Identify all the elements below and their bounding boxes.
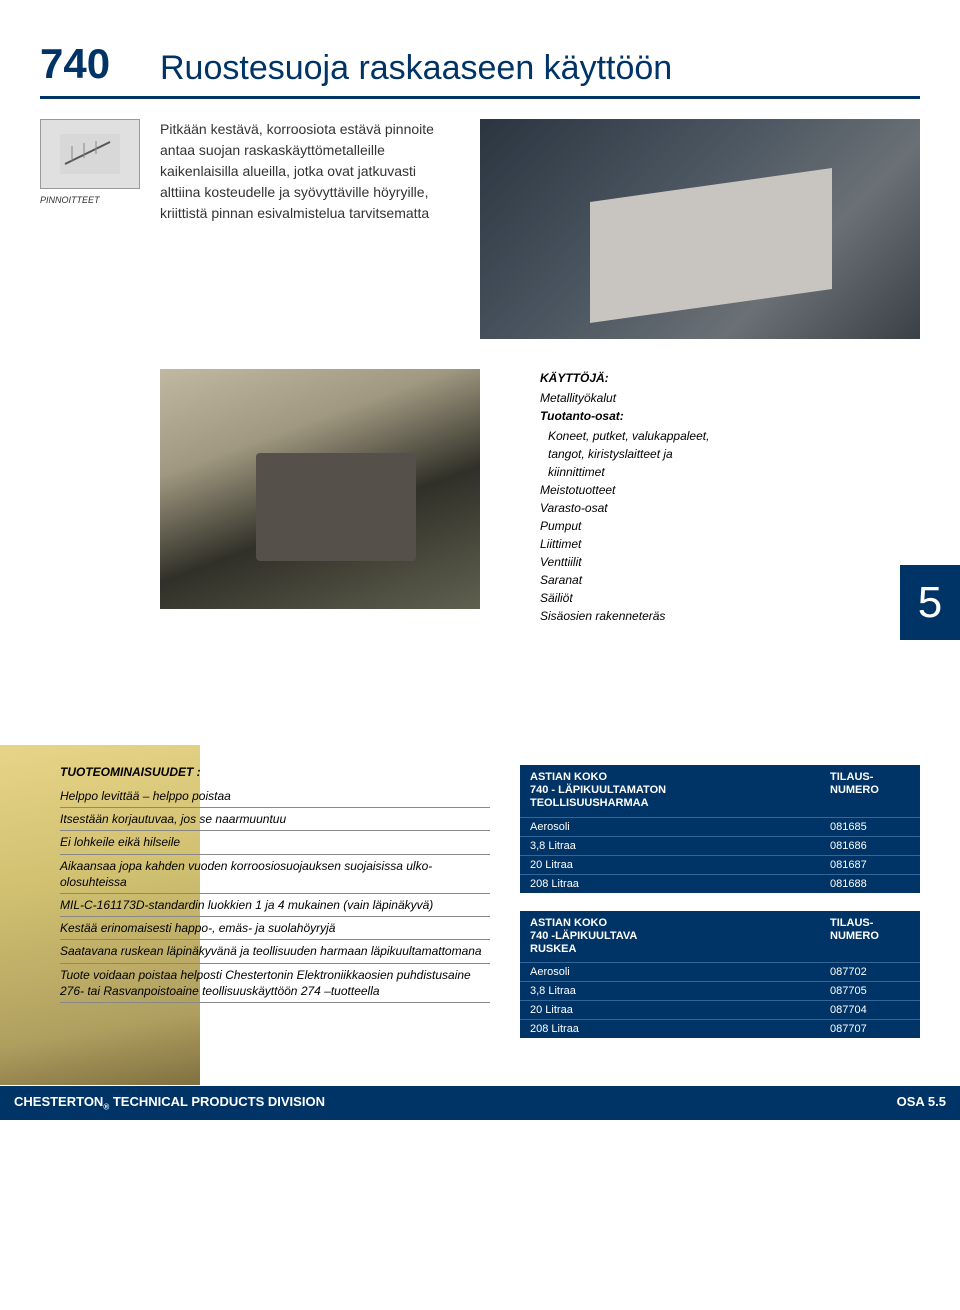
usage-item: Sisäosien rakenneteräs (540, 607, 709, 625)
hero-image (480, 119, 920, 339)
th-label: ASTIAN KOKO (530, 771, 607, 783)
feature-item: Ei lohkeile eikä hilseile (60, 831, 490, 854)
thumbnail-image (40, 119, 140, 189)
th-label: NUMERO (830, 930, 879, 942)
usage-heading: KÄYTTÖJÄ: (540, 369, 709, 387)
table-row: 208 Litraa081688 (520, 874, 920, 893)
feature-item: Tuote voidaan poistaa helposti Chesterto… (60, 964, 490, 1003)
footer-brand: CHESTERTON (14, 1094, 103, 1109)
usage-item: Säiliöt (540, 589, 709, 607)
size-table-1: ASTIAN KOKO 740 - LÄPIKUULTAMATON TEOLLI… (520, 765, 920, 893)
table-header: ASTIAN KOKO 740 - LÄPIKUULTAMATON TEOLLI… (520, 765, 920, 817)
table-row: 208 Litraa087707 (520, 1019, 920, 1038)
features-heading: TUOTEOMINAISUUDET : (60, 765, 490, 779)
usage-line: Metallityökalut (540, 389, 709, 407)
footer-left: CHESTERTON® TECHNICAL PRODUCTS DIVISION (14, 1094, 325, 1112)
usage-sub: tangot, kiristyslaitteet ja (540, 445, 709, 463)
middle-image (160, 369, 480, 609)
section-tab: 5 (900, 565, 960, 640)
header-row: 740 Ruostesuoja raskaaseen käyttöön (40, 40, 920, 99)
th-label: 740 -LÄPIKUULTAVA (530, 930, 637, 942)
cell-size: 3,8 Litraa (530, 840, 830, 852)
bottom-block: TUOTEOMINAISUUDET : Helppo levittää – he… (40, 765, 920, 1056)
footer-right: OSA 5.5 (897, 1094, 946, 1112)
table-header: ASTIAN KOKO 740 -LÄPIKUULTAVA RUSKEA TIL… (520, 911, 920, 963)
usage-item: Liittimet (540, 535, 709, 553)
top-block: PINNOITTEET Pitkään kestävä, korroosiota… (40, 119, 920, 339)
usage-sub: kiinnittimet (540, 463, 709, 481)
table-row: Aerosoli081685 (520, 817, 920, 836)
usage-item: Venttiilit (540, 553, 709, 571)
cell-size: 20 Litraa (530, 1004, 830, 1016)
th-label: TILAUS- (830, 771, 873, 783)
th-label: NUMERO (830, 784, 879, 796)
cell-num: 081687 (830, 859, 910, 871)
feature-item: Saatavana ruskean läpinäkyvänä ja teolli… (60, 940, 490, 963)
footer-division: TECHNICAL PRODUCTS DIVISION (109, 1094, 325, 1109)
description-text: Pitkään kestävä, korroosiota estävä pinn… (160, 119, 460, 339)
size-table-2: ASTIAN KOKO 740 -LÄPIKUULTAVA RUSKEA TIL… (520, 911, 920, 1039)
usage-subheading: Tuotanto-osat: (540, 407, 709, 425)
usage-sub: Koneet, putket, valukappaleet, (540, 427, 709, 445)
th-label: 740 - LÄPIKUULTAMATON (530, 784, 666, 796)
usage-item: Meistotuotteet (540, 481, 709, 499)
cell-num: 087702 (830, 966, 910, 978)
th-label: ASTIAN KOKO (530, 917, 607, 929)
table-row: 3,8 Litraa087705 (520, 981, 920, 1000)
cell-num: 081686 (830, 840, 910, 852)
cell-num: 081688 (830, 878, 910, 890)
product-title: Ruostesuoja raskaaseen käyttöön (160, 49, 920, 88)
cell-size: Aerosoli (530, 966, 830, 978)
cell-num: 081685 (830, 821, 910, 833)
th-label: TEOLLISUUSHARMAA (530, 797, 649, 809)
table-row: 20 Litraa081687 (520, 855, 920, 874)
feature-item: Aikaansaa jopa kahden vuoden korroosiosu… (60, 855, 490, 894)
cell-size: 20 Litraa (530, 859, 830, 871)
th-label: RUSKEA (530, 943, 576, 955)
cell-num: 087704 (830, 1004, 910, 1016)
footer-bar: CHESTERTON® TECHNICAL PRODUCTS DIVISION … (0, 1086, 960, 1120)
usage-item: Saranat (540, 571, 709, 589)
middle-block: KÄYTTÖJÄ: Metallityökalut Tuotanto-osat:… (40, 369, 920, 625)
feature-item: Helppo levittää – helppo poistaa (60, 785, 490, 808)
feature-item: Itsestään korjautuvaa, jos se naarmuuntu… (60, 808, 490, 831)
tables-column: ASTIAN KOKO 740 - LÄPIKUULTAMATON TEOLLI… (520, 765, 920, 1056)
th-label: TILAUS- (830, 917, 873, 929)
thumbnail-label: PINNOITTEET (40, 195, 140, 205)
table-row: Aerosoli087702 (520, 962, 920, 981)
cell-size: 3,8 Litraa (530, 985, 830, 997)
usage-item: Pumput (540, 517, 709, 535)
table-row: 20 Litraa087704 (520, 1000, 920, 1019)
usage-item: Varasto-osat (540, 499, 709, 517)
cell-size: Aerosoli (530, 821, 830, 833)
usage-column: KÄYTTÖJÄ: Metallityökalut Tuotanto-osat:… (540, 369, 709, 625)
cell-size: 208 Litraa (530, 1023, 830, 1035)
feature-item: MIL-C-161173D-standardin luokkien 1 ja 4… (60, 894, 490, 917)
cell-size: 208 Litraa (530, 878, 830, 890)
features-column: TUOTEOMINAISUUDET : Helppo levittää – he… (60, 765, 490, 1056)
cell-num: 087705 (830, 985, 910, 997)
table-row: 3,8 Litraa081686 (520, 836, 920, 855)
thumbnail-column: PINNOITTEET (40, 119, 140, 339)
feature-item: Kestää erinomaisesti happo-, emäs- ja su… (60, 917, 490, 940)
product-number: 740 (40, 40, 140, 88)
cell-num: 087707 (830, 1023, 910, 1035)
